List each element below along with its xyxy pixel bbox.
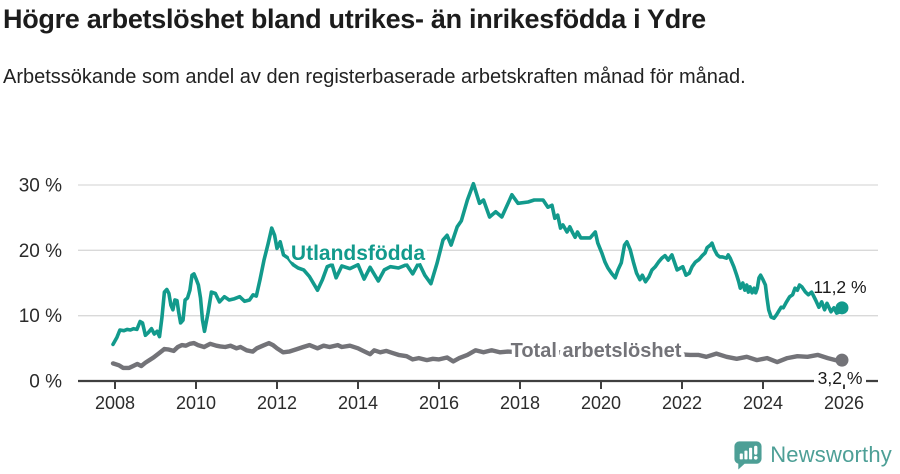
x-tick-label: 2026 bbox=[824, 393, 864, 413]
x-tick-label: 2014 bbox=[338, 393, 378, 413]
series-endpoint-dot-utlandsfodda bbox=[835, 301, 849, 315]
x-tick-label: 2020 bbox=[581, 393, 621, 413]
series-endpoint-dot-total bbox=[835, 353, 849, 367]
unemployment-line-chart: 0 % 10 % 20 % 30 % 2008 2010 2012 2014 2016 2018 2… bbox=[19, 176, 878, 413]
x-tick-label: 2010 bbox=[176, 393, 216, 413]
y-tick-label: 10 % bbox=[19, 306, 62, 327]
y-tick-label: 0 % bbox=[29, 372, 62, 393]
chart-subtitle: Arbetssökande som andel av den registerb… bbox=[3, 66, 746, 88]
newsworthy-brand-text: Newsworthy bbox=[770, 441, 892, 467]
x-tick-label: 2016 bbox=[419, 393, 459, 413]
series-line-utlandsfodda bbox=[111, 181, 844, 347]
end-value-label-total: 3,2 % bbox=[818, 368, 863, 388]
chart-title: Högre arbetslöshet bland utrikes- än inr… bbox=[3, 4, 706, 34]
x-tick-label: 2008 bbox=[95, 393, 135, 413]
series-line-total bbox=[110, 340, 845, 371]
x-tick-label: 2012 bbox=[257, 393, 297, 413]
x-tick-label: 2022 bbox=[662, 393, 702, 413]
end-label-backplate bbox=[814, 371, 866, 385]
newsworthy-logo[interactable]: Newsworthy bbox=[732, 439, 892, 470]
series-label-total: Total arbetslöshet bbox=[511, 340, 682, 362]
bar-chart-speech-bubble-icon bbox=[734, 441, 762, 470]
series-label-utlandsfodda: Utlandsfödda bbox=[291, 242, 425, 265]
x-tick-label: 2024 bbox=[743, 393, 783, 413]
end-value-label-utlandsfodda: 11,2 % bbox=[813, 277, 866, 297]
y-tick-label: 30 % bbox=[19, 176, 62, 197]
x-tick-label: 2018 bbox=[500, 393, 540, 413]
y-tick-label: 20 % bbox=[19, 241, 62, 262]
